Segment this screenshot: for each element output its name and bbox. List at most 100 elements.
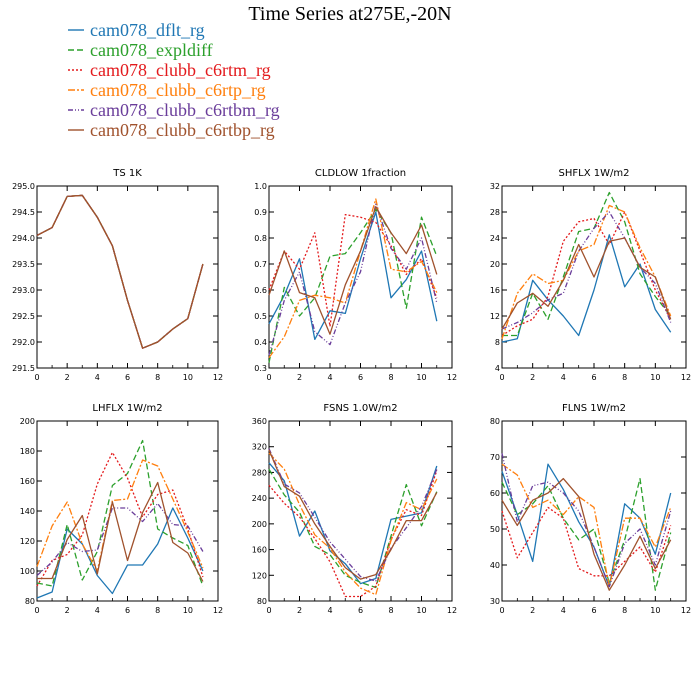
- y-tick-label: 293.0: [12, 286, 35, 295]
- x-tick-label: 6: [591, 606, 596, 615]
- x-tick-label: 10: [650, 606, 660, 615]
- y-tick-label: 30: [490, 597, 500, 606]
- y-tick-label: 291.5: [12, 364, 35, 373]
- x-tick-label: 6: [125, 373, 130, 382]
- y-tick-label: 200: [20, 417, 35, 426]
- x-tick-label: 10: [416, 373, 426, 382]
- x-tick-label: 12: [447, 606, 457, 615]
- series-line: [37, 481, 204, 582]
- x-tick-label: 4: [95, 606, 100, 615]
- y-tick-label: 80: [25, 597, 35, 606]
- series-line: [36, 439, 204, 587]
- y-tick-label: 12: [490, 312, 500, 321]
- x-tick-label: 2: [530, 373, 535, 382]
- figure-title: Time Series at275E,-20N: [248, 3, 451, 25]
- chart-panel: CLDLOW 1fraction 0 2 4 6 8 10 12 0.3 0.4 0.5 0.6 0.7…: [254, 168, 457, 382]
- x-tick-label: 0: [266, 373, 271, 382]
- x-tick-label: 4: [561, 606, 566, 615]
- y-tick-label: 24: [490, 234, 500, 243]
- y-tick-label: 0.6: [254, 286, 267, 295]
- plot-frame: [501, 420, 687, 602]
- plot-frame: [36, 420, 219, 602]
- x-tick-label: 12: [213, 606, 223, 615]
- y-tick-label: 28: [490, 208, 500, 217]
- y-tick-label: 292.0: [12, 338, 35, 347]
- series-line: [268, 452, 438, 596]
- series-line: [502, 191, 672, 337]
- x-tick-label: 0: [266, 606, 271, 615]
- panel-title: FLNS 1W/m2: [562, 403, 626, 414]
- panel-title: FSNS 1.0W/m2: [323, 403, 397, 414]
- y-tick-label: 294.0: [12, 234, 35, 243]
- series-line: [268, 206, 438, 335]
- x-tick-label: 12: [213, 373, 223, 382]
- x-tick-label: 0: [34, 606, 39, 615]
- panels: TS 1K0 2 4 6 8 10 12291.5292.0292.5293.0293.52…: [12, 168, 691, 615]
- y-tick-label: 295.0: [12, 182, 35, 191]
- series-line: [501, 453, 672, 588]
- legend-label: cam078_expldiff: [90, 40, 213, 60]
- series-line: [268, 203, 438, 356]
- x-tick-label: 2: [65, 606, 70, 615]
- plot-frame: [268, 185, 453, 369]
- y-tick-label: 120: [20, 537, 35, 546]
- y-tick-label: 280: [252, 468, 267, 477]
- y-tick-label: 360: [252, 417, 267, 426]
- y-tick-label: 1.0: [254, 182, 267, 191]
- y-tick-label: 292.5: [12, 312, 35, 321]
- chart-panel: FLNS 1W/m2 0 2 4 6 8 10 12 30 40 50 60 70 80: [490, 403, 691, 615]
- y-tick-label: 0.8: [254, 234, 267, 243]
- x-tick-label: 2: [297, 373, 302, 382]
- panel-title: TS 1K: [112, 168, 142, 179]
- x-tick-label: 2: [297, 606, 302, 615]
- y-tick-label: 293.5: [12, 260, 35, 269]
- series-line: [36, 459, 204, 572]
- y-tick-label: 160: [252, 546, 267, 555]
- series-line: [36, 502, 204, 576]
- x-tick-label: 4: [95, 373, 100, 382]
- series-line: [501, 506, 672, 577]
- series-line: [268, 208, 438, 363]
- series-line: [501, 237, 672, 330]
- panel-title: LHFLX 1W/m2: [92, 403, 162, 414]
- series-line: [268, 213, 438, 328]
- panel-title: SHFLX 1W/m2: [559, 168, 630, 179]
- series-line: [268, 449, 438, 580]
- series-line: [501, 211, 672, 337]
- x-tick-label: 0: [499, 606, 504, 615]
- x-tick-label: 4: [561, 373, 566, 382]
- legend-label: cam078_clubb_c6rtbp_rg: [90, 120, 275, 140]
- x-tick-label: 12: [681, 606, 691, 615]
- legend-label: cam078_clubb_c6rtp_rg: [90, 80, 266, 100]
- x-tick-label: 8: [155, 606, 160, 615]
- legend-label: cam078_clubb_c6rtbm_rg: [90, 100, 280, 120]
- y-tick-label: 0.4: [254, 338, 267, 347]
- x-tick-label: 8: [388, 373, 393, 382]
- x-tick-label: 10: [183, 373, 193, 382]
- y-tick-label: 16: [490, 286, 500, 295]
- x-tick-label: 0: [34, 373, 39, 382]
- plot-frame: [268, 420, 453, 602]
- y-tick-label: 240: [252, 494, 267, 503]
- legend-label: cam078_clubb_c6rtm_rg: [90, 60, 271, 80]
- y-tick-label: 120: [252, 571, 267, 580]
- series-line: [501, 477, 672, 591]
- chart-panel: FSNS 1.0W/m2 0 2 4 6 8 10 12 80 120 160 200 240 280 32…: [252, 403, 457, 615]
- y-tick-label: 0.7: [254, 260, 267, 269]
- y-tick-label: 50: [490, 525, 500, 534]
- x-tick-label: 4: [327, 373, 332, 382]
- panel-title: CLDLOW 1fraction: [315, 168, 406, 179]
- y-tick-label: 70: [490, 453, 500, 462]
- series-line: [268, 211, 438, 341]
- chart-panel: LHFLX 1W/m2 0 2 4 6 8 10 12 80 100 120 140 160 180 200: [20, 403, 223, 615]
- x-tick-label: 2: [65, 373, 70, 382]
- y-tick-label: 180: [20, 447, 35, 456]
- y-tick-label: 294.5: [12, 208, 35, 217]
- y-tick-label: 320: [252, 443, 267, 452]
- series-line: [501, 477, 672, 591]
- y-tick-label: 60: [490, 489, 500, 498]
- series-line: [501, 463, 672, 588]
- y-tick-label: 200: [252, 520, 267, 529]
